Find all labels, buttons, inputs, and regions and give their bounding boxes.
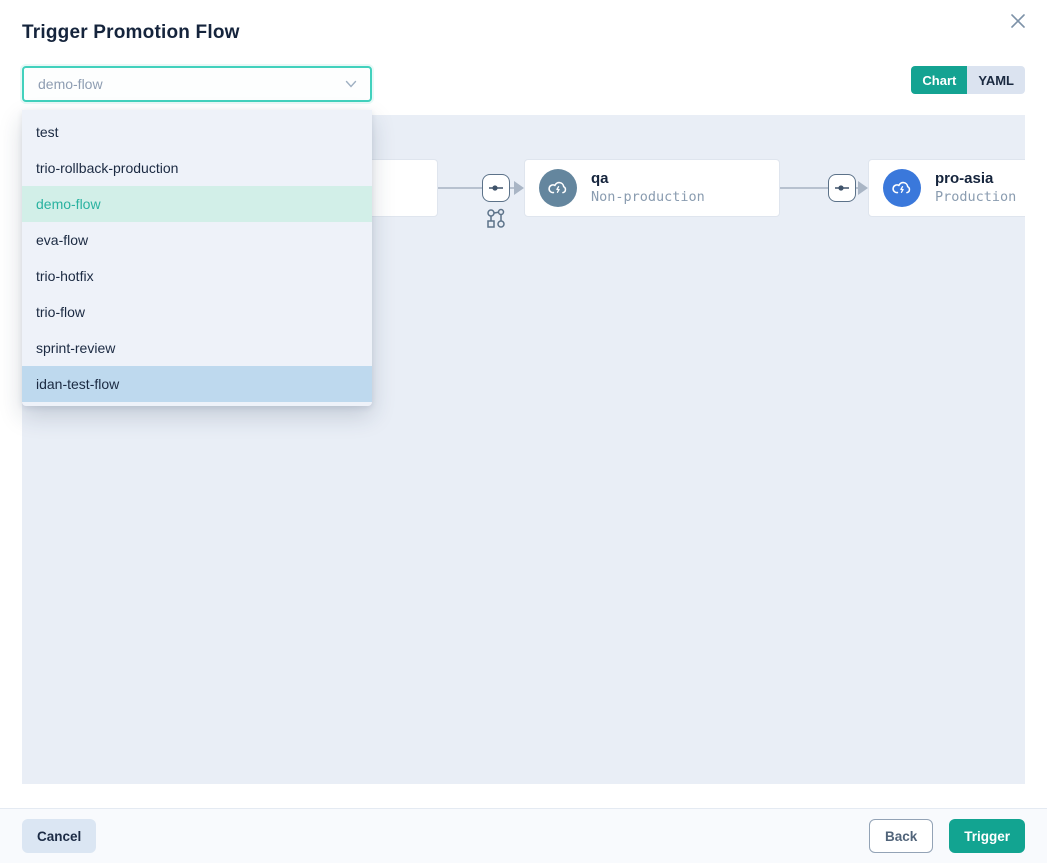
view-toggle: Chart YAML [911,66,1025,94]
edge-line [510,187,516,189]
edge-line [780,187,828,189]
flow-node-pro-asia[interactable]: pro-asia Production [868,159,1025,217]
node-environment: Non-production [591,188,705,205]
dropdown-option-trio-flow[interactable]: trio-flow [36,304,86,320]
workflow-graph-icon[interactable] [485,208,507,230]
node-environment: Production [935,188,1017,205]
edge-line [438,187,482,189]
cloud-lightning-icon [539,169,577,207]
dropdown-option-idan-test-flow[interactable]: idan-test-flow [22,366,372,402]
cancel-button[interactable]: Cancel [22,819,97,853]
edge-arrow-icon [514,181,524,195]
edge-arrow-icon [858,181,868,195]
promotion-gate-icon[interactable] [828,174,856,202]
flow-select[interactable]: demo-flow [22,66,372,102]
modal-footer: Cancel Back Trigger [0,808,1047,863]
dropdown-option-sprint-review[interactable]: sprint-review [36,340,116,356]
flow-select-value: demo-flow [38,76,103,92]
node-name: qa [591,169,609,187]
tab-yaml[interactable]: YAML [967,66,1025,94]
cloud-lightning-icon [883,169,921,207]
dropdown-option-trio-hotfix[interactable]: trio-hotfix [36,268,94,284]
back-button[interactable]: Back [868,819,934,853]
page-title: Trigger Promotion Flow [22,22,240,43]
promotion-gate-icon[interactable] [482,174,510,202]
node-name: pro-asia [935,169,994,187]
dropdown-option-eva-flow[interactable]: eva-flow [36,232,89,248]
flow-select-dropdown: test trio-rollback-production demo-flow … [22,110,372,406]
trigger-button[interactable]: Trigger [949,819,1025,853]
dropdown-option-demo-flow[interactable]: demo-flow [22,186,372,222]
flow-node-qa[interactable]: qa Non-production [524,159,780,217]
chevron-down-icon [344,77,358,91]
close-icon[interactable] [1007,10,1029,32]
dropdown-option-trio-rollback-production[interactable]: trio-rollback-production [36,160,179,176]
tab-chart[interactable]: Chart [911,66,968,94]
dropdown-option-test[interactable]: test [36,124,59,140]
